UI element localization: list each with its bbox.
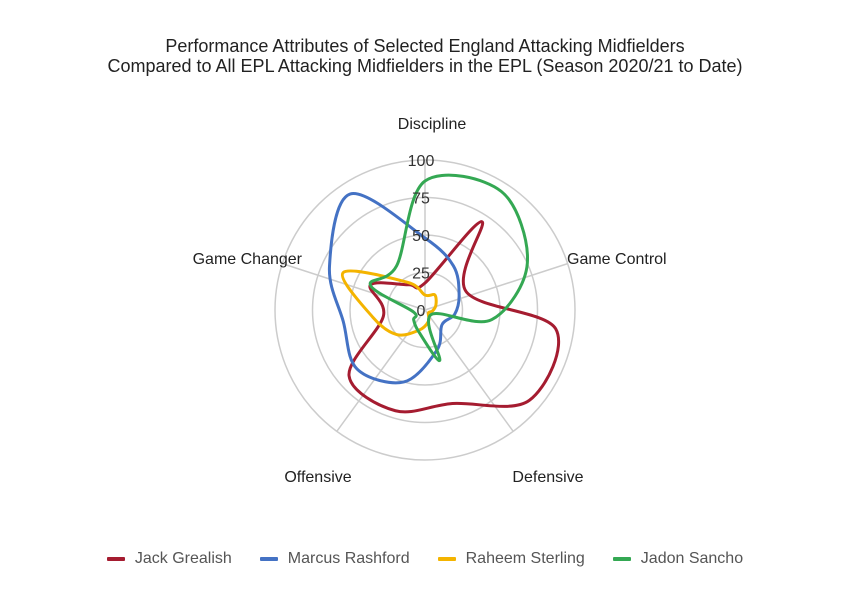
- radar-ticks: 0 25 50 75 100: [408, 153, 435, 320]
- axis-label-game-changer: Game Changer: [193, 251, 303, 268]
- axis-label-discipline: Discipline: [398, 116, 467, 133]
- tick-label-75: 75: [412, 191, 430, 208]
- tick-label-25: 25: [412, 266, 430, 283]
- chart-title-line-2: Compared to All EPL Attacking Midfielder…: [107, 56, 743, 76]
- axis-label-game-control: Game Control: [567, 251, 667, 268]
- legend-item-jack-grealish: Jack Grealish: [106, 550, 232, 568]
- series-line-1: [327, 192, 461, 385]
- legend-swatch: [106, 557, 125, 561]
- grid-spoke-3: [336, 309, 426, 432]
- legend-label: Raheem Sterling: [465, 550, 585, 567]
- tick-label-50: 50: [412, 228, 430, 245]
- legend-label: Marcus Rashford: [287, 550, 410, 567]
- radar-axis-labels: Discipline Game Control Defensive Offensive…: [193, 116, 667, 486]
- series-line-3: [368, 173, 529, 362]
- tick-label-100: 100: [408, 153, 435, 170]
- grid-spoke-1: [424, 262, 568, 311]
- legend-label: Jadon Sancho: [640, 550, 744, 567]
- radar-grid: [274, 159, 576, 461]
- legend-swatch: [259, 557, 278, 561]
- chart-title-line-1: Performance Attributes of Selected Engla…: [165, 36, 685, 56]
- legend-item-jadon-sancho: Jadon Sancho: [612, 550, 744, 568]
- tick-label-0: 0: [417, 303, 426, 320]
- legend-swatch: [437, 557, 456, 561]
- series-line-2: [340, 269, 438, 337]
- axis-label-defensive: Defensive: [512, 469, 583, 486]
- radar-series: [327, 173, 561, 414]
- grid-spoke-4: [282, 262, 426, 311]
- legend-swatch: [612, 557, 631, 561]
- legend-item-marcus-rashford: Marcus Rashford: [259, 550, 410, 568]
- legend-item-raheem-sterling: Raheem Sterling: [437, 550, 585, 568]
- legend: Jack Grealish Marcus Rashford Raheem Sterl…: [0, 550, 850, 568]
- legend-label: Jack Grealish: [134, 550, 232, 567]
- chart-title: Performance Attributes of Selected Engla…: [0, 36, 850, 76]
- axis-label-offensive: Offensive: [284, 469, 351, 486]
